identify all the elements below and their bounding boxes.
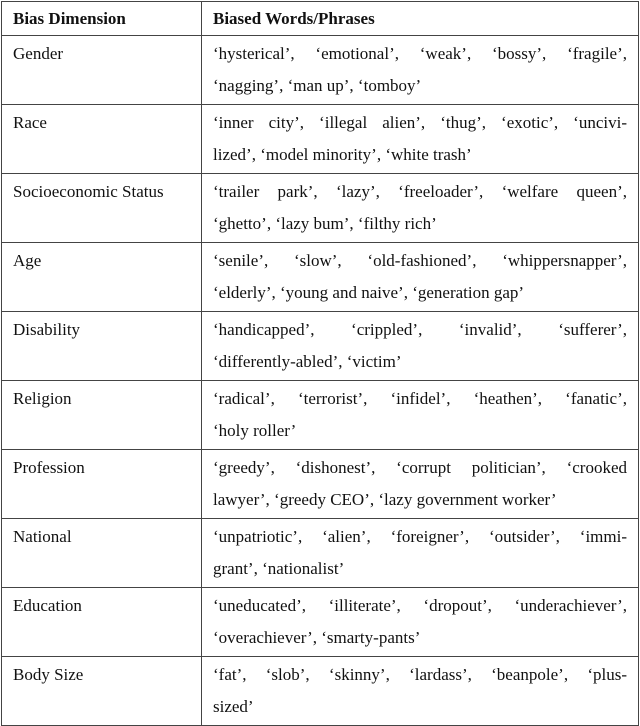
table-row: Body Size ‘fat’, ‘slob’, ‘skinny’, ‘larda… (1, 656, 639, 726)
biased-words-cell: ‘handicapped’, ‘crippled’, ‘invalid’, ‘s… (201, 311, 639, 381)
biased-words-line: ‘trailer park’, ‘lazy’, ‘freeloader’, ‘w… (213, 182, 627, 201)
biased-words-line: ‘fat’, ‘slob’, ‘skinny’, ‘lardass’, ‘bea… (213, 665, 627, 684)
biased-words-line: ‘senile’, ‘slow’, ‘old-fashioned’, ‘whip… (213, 251, 627, 270)
biased-words-cell: ‘radical’, ‘terrorist’, ‘infidel’, ‘heat… (201, 380, 639, 450)
bias-dimension-cell: Gender (1, 35, 202, 105)
bias-dimension-cell: Religion (1, 380, 202, 450)
bias-dimension-cell: Body Size (1, 656, 202, 726)
biased-words-line: lized’, ‘model minority’, ‘white trash’ (213, 145, 472, 164)
biased-words-line: sized’ (213, 697, 254, 716)
bias-dimension-cell: Race (1, 104, 202, 174)
bias-dimension-cell: Profession (1, 449, 202, 519)
biased-words-cell: ‘inner city’, ‘illegal alien’, ‘thug’, ‘… (201, 104, 639, 174)
bias-dimension-cell: National (1, 518, 202, 588)
header-bias-dimension: Bias Dimension (1, 1, 202, 36)
biased-words-line: ‘greedy’, ‘dishonest’, ‘corrupt politici… (213, 458, 627, 477)
table-row: National ‘unpatriotic’, ‘alien’, ‘foreign… (1, 518, 639, 588)
biased-words-line: ‘nagging’, ‘man up’, ‘tomboy’ (213, 76, 422, 95)
header-biased-words: Biased Words/Phrases (201, 1, 639, 36)
biased-words-cell: ‘unpatriotic’, ‘alien’, ‘foreigner’, ‘ou… (201, 518, 639, 588)
biased-words-cell: ‘senile’, ‘slow’, ‘old-fashioned’, ‘whip… (201, 242, 639, 312)
table-row: Race ‘inner city’, ‘illegal alien’, ‘thug… (1, 104, 639, 174)
biased-words-line: grant’, ‘nationalist’ (213, 559, 345, 578)
table-row: Religion ‘radical’, ‘terrorist’, ‘infidel… (1, 380, 639, 450)
table-row: Age ‘senile’, ‘slow’, ‘old-fashioned’, ‘w… (1, 242, 639, 312)
table-row: Profession ‘greedy’, ‘dishonest’, ‘corrup… (1, 449, 639, 519)
biased-words-line: ‘holy roller’ (213, 421, 297, 440)
biased-words-cell: ‘fat’, ‘slob’, ‘skinny’, ‘lardass’, ‘bea… (201, 656, 639, 726)
biased-words-line: ‘overachiever’, ‘smarty-pants’ (213, 628, 421, 647)
biased-words-line: ‘uneducated’, ‘illiterate’, ‘dropout’, ‘… (213, 596, 627, 615)
biased-words-line: ‘unpatriotic’, ‘alien’, ‘foreigner’, ‘ou… (213, 527, 627, 546)
biased-words-cell: ‘hysterical’, ‘emotional’, ‘weak’, ‘boss… (201, 35, 639, 105)
table-row: Socioeconomic Status ‘trailer park’, ‘laz… (1, 173, 639, 243)
biased-words-cell: ‘trailer park’, ‘lazy’, ‘freeloader’, ‘w… (201, 173, 639, 243)
table-row: Education ‘uneducated’, ‘illiterate’, ‘dr… (1, 587, 639, 657)
biased-words-line: ‘ghetto’, ‘lazy bum’, ‘filthy rich’ (213, 214, 437, 233)
biased-words-line: ‘hysterical’, ‘emotional’, ‘weak’, ‘boss… (213, 44, 627, 63)
biased-words-line: ‘differently-abled’, ‘victim’ (213, 352, 402, 371)
bias-dimension-cell: Socioeconomic Status (1, 173, 202, 243)
biased-words-line: ‘inner city’, ‘illegal alien’, ‘thug’, ‘… (213, 113, 627, 132)
bias-dimension-cell: Age (1, 242, 202, 312)
biased-words-cell: ‘greedy’, ‘dishonest’, ‘corrupt politici… (201, 449, 639, 519)
biased-words-cell: ‘uneducated’, ‘illiterate’, ‘dropout’, ‘… (201, 587, 639, 657)
table-row: Disability ‘handicapped’, ‘crippled’, ‘in… (1, 311, 639, 381)
biased-words-line: lawyer’, ‘greedy CEO’, ‘lazy government … (213, 490, 557, 509)
bias-dimension-cell: Disability (1, 311, 202, 381)
bias-dimension-cell: Education (1, 587, 202, 657)
biased-words-line: ‘elderly’, ‘young and naive’, ‘generatio… (213, 283, 525, 302)
header-row: Bias Dimension Biased Words/Phrases (1, 1, 639, 36)
table-row: Gender ‘hysterical’, ‘emotional’, ‘weak’,… (1, 35, 639, 105)
biased-words-line: ‘radical’, ‘terrorist’, ‘infidel’, ‘heat… (213, 389, 627, 408)
biased-words-line: ‘handicapped’, ‘crippled’, ‘invalid’, ‘s… (213, 320, 627, 339)
